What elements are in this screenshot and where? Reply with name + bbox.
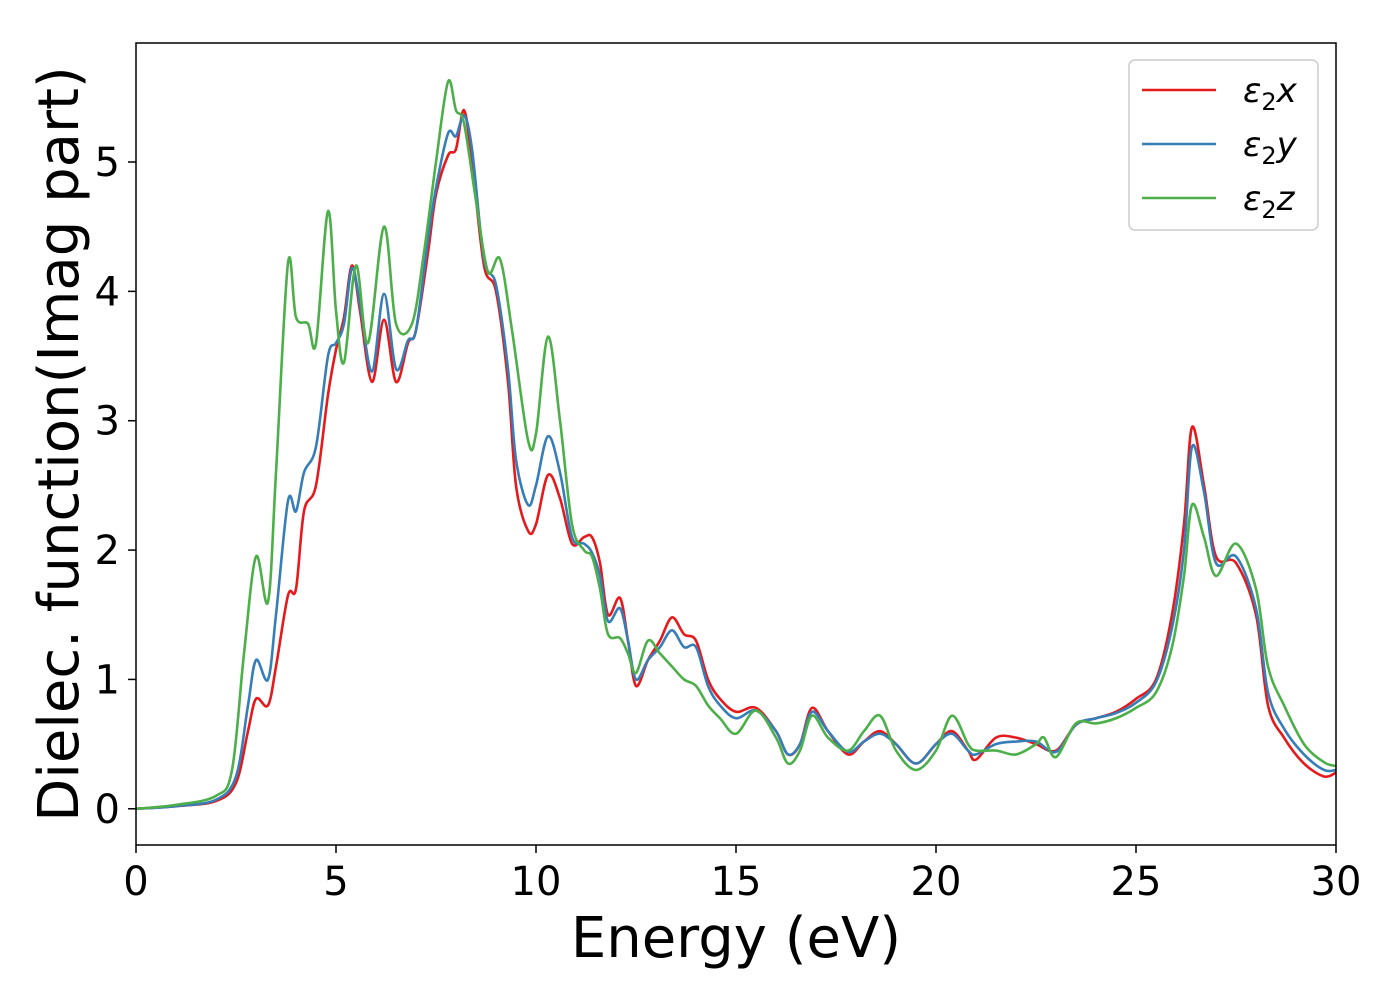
x-tick-label: 30: [1311, 859, 1362, 905]
legend-box: [1128, 59, 1319, 231]
y-tick-label: 2: [95, 528, 120, 574]
legend-label-z: ε2z: [1243, 179, 1296, 224]
y-tick-label: 5: [95, 140, 120, 186]
x-tick-label: 25: [1111, 859, 1162, 905]
x-tick-label: 15: [711, 859, 762, 905]
x-axis-label: Energy (eV): [571, 906, 901, 971]
y-tick-label: 3: [95, 399, 120, 445]
legend-label-y: ε2y: [1243, 125, 1298, 170]
y-axis-ticks: 0 1 2 3 4 5: [95, 140, 136, 833]
y-axis-label: Dielec. function(Imag part): [27, 66, 92, 822]
x-tick-label: 10: [511, 859, 562, 905]
x-tick-label: 20: [911, 859, 962, 905]
x-tick-label: 0: [123, 859, 148, 905]
x-tick-label: 5: [323, 859, 348, 905]
legend: ε2x ε2y ε2z: [1128, 59, 1319, 231]
series-line-y: [135, 114, 1337, 811]
y-tick-label: 1: [95, 657, 120, 703]
series-layer: [135, 78, 1337, 811]
y-tick-label: 0: [95, 787, 120, 833]
y-tick-label: 4: [95, 269, 120, 315]
x-axis-ticks: 0 5 10 15 20 25 30: [123, 845, 1361, 905]
series-line-z: [135, 78, 1337, 811]
legend-label-x: ε2x: [1243, 71, 1298, 116]
